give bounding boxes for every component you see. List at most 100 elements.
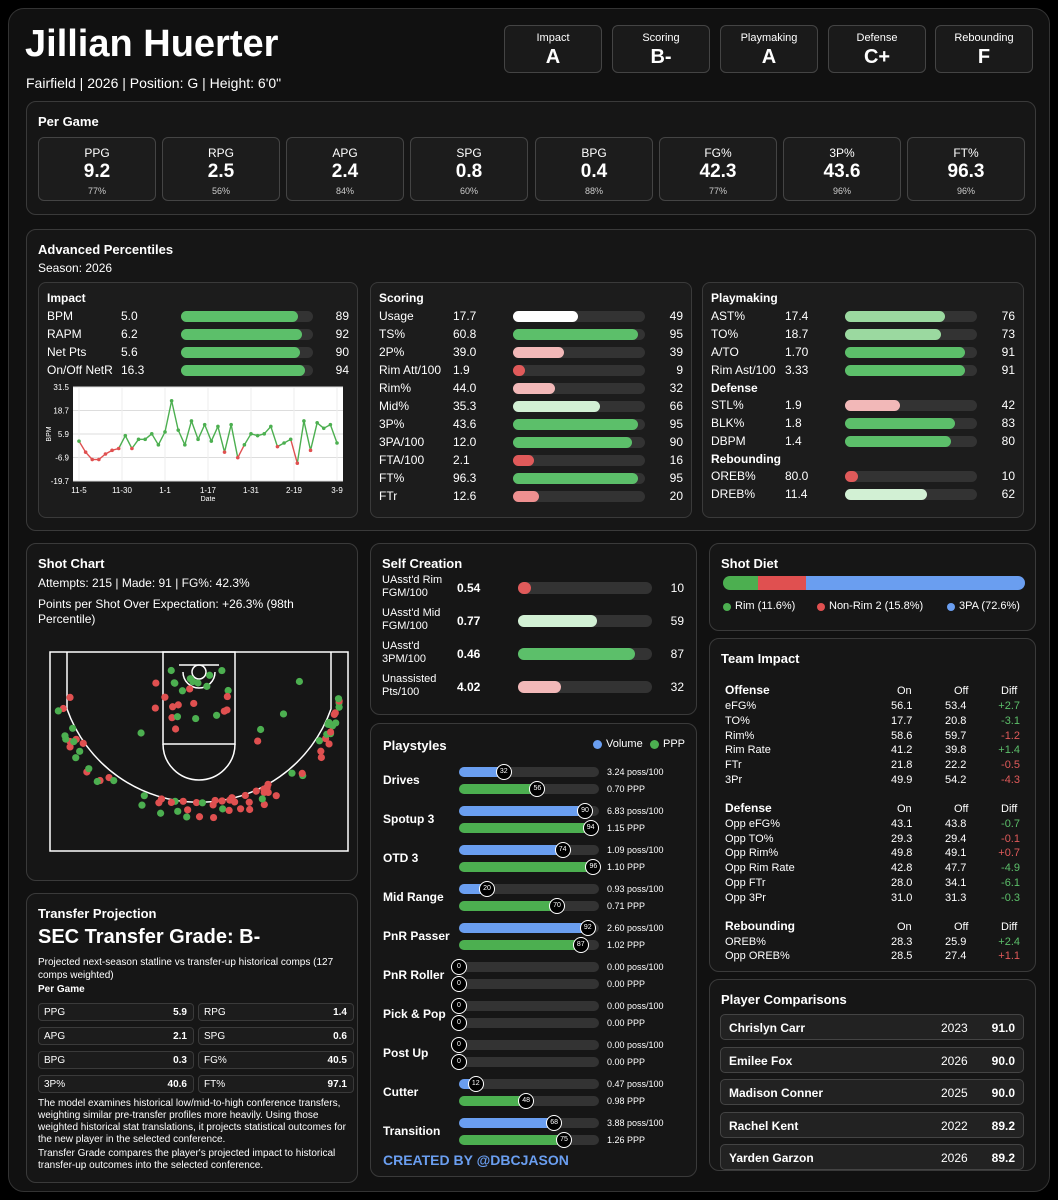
percentile-value: 90 (669, 435, 683, 449)
team-impact-section-title: Defense (725, 800, 772, 815)
stat-value: 42.3 (699, 161, 737, 182)
comparison-row[interactable]: Chrislyn Carr 2023 91.0 (720, 1014, 1024, 1040)
percentile-fill (845, 400, 901, 411)
y-tick-label: 5.9 (58, 430, 70, 439)
bpm-point (222, 450, 227, 454)
percentile-value: 10 (1001, 469, 1015, 483)
team-impact-diff: -4.9 (1001, 862, 1020, 875)
percentile-track (845, 311, 977, 322)
self-creation-track (518, 681, 652, 693)
per-game-card-ppg: PPG 9.2 77% (38, 137, 156, 201)
shot-diet-segment (758, 576, 806, 590)
stat-row-net-pts: Net Pts 5.6 90 (47, 344, 349, 360)
stat-percentile: 96% (956, 186, 975, 196)
advanced-panel: Advanced Percentiles Season: 2026 Impact… (26, 229, 1036, 531)
shot-dot (241, 791, 249, 800)
impact-box: Impact 31.5 18.7 5.9 -6.9 -19.7 11-5 11-30 1-1 1… (38, 282, 358, 518)
shot-dot (168, 714, 176, 722)
shot-dot (203, 682, 211, 690)
bpm-point (295, 461, 300, 465)
team-impact-on: 56.1 (891, 700, 913, 712)
comparison-row[interactable]: Rachel Kent 2022 89.2 (720, 1111, 1024, 1138)
grade-label: Rebounding (954, 32, 1014, 44)
bpm-line-segment (296, 420, 305, 464)
team-impact-col-on: On (897, 920, 912, 933)
playstyle-ppp-text: 0.98 PPP (607, 1096, 646, 1106)
team-impact-off: 53.4 (945, 700, 967, 712)
playstyle-volume-dot: 0 (451, 1037, 467, 1053)
self-creation-name: UAsst'd Mid FGM/100 (382, 607, 441, 632)
playstyle-ppp-track: 48 (459, 1093, 599, 1109)
stat-row-3p-: 3P% 43.6 95 (379, 416, 683, 432)
percentile-fill (845, 347, 966, 358)
playstyle-ppp-track: 0 (451, 1054, 599, 1070)
x-axis-label: Date (201, 496, 216, 503)
comparison-row[interactable]: Yarden Garzon 2026 89.2 (720, 1144, 1024, 1170)
playstyle-name: Drives (383, 773, 420, 787)
transfer-stat-value: 97.1 (327, 1079, 347, 1090)
playstyle-ppp-fill (459, 1135, 564, 1145)
grade-value: A (761, 46, 777, 68)
playstyle-ppp-text: 1.26 PPP (607, 1135, 646, 1145)
team-impact-diff: -4.3 (1001, 774, 1020, 786)
x-tick-label: 2-19 (286, 486, 303, 495)
bpm-point (130, 446, 134, 451)
percentile-track (845, 489, 977, 500)
team-impact-on: 28.0 (891, 877, 913, 889)
percentile-track (513, 419, 645, 430)
comparison-name: Yarden Garzon (729, 1151, 814, 1165)
transfer-note-1: The model examines historical low/mid-to… (38, 1098, 346, 1145)
percentile-track (513, 347, 645, 358)
team-impact-col-diff: Diff (1001, 920, 1018, 933)
stat-value: 39.0 (453, 345, 477, 359)
shot-chart-panel: Shot Chart Attempts: 215 | Made: 91 | FG… (26, 543, 358, 881)
team-impact-col-off: Off (954, 802, 969, 815)
stat-name: BLK% (711, 416, 745, 430)
percentile-fill (845, 329, 942, 340)
shot-dot (330, 710, 338, 719)
stat-name: Rim Ast/100 (711, 363, 776, 377)
team-impact-metric: Opp Rim% (725, 847, 779, 860)
team-impact-off: 22.2 (945, 759, 967, 772)
shot-dot (76, 747, 84, 755)
grade-card-defense: Defense C+ (828, 25, 926, 73)
shot-dot (167, 666, 175, 675)
shot-dot (325, 718, 333, 727)
grade-card-rebounding: Rebounding F (935, 25, 1033, 73)
grade-value: B- (650, 46, 672, 68)
y-axis-label: BPM (46, 426, 53, 441)
percentile-track (513, 329, 645, 340)
bpm-point (97, 457, 101, 462)
transfer-stat-cell: RPG 1.4 (198, 1003, 354, 1021)
bpm-line-segment (131, 438, 140, 449)
shot-diet-legend-label: 3PA (72.6%) (959, 600, 1020, 612)
team-impact-col-diff: Diff (1001, 685, 1018, 697)
playmaking-box: Playmaking Defense Rebounding AST% 17.4 76… (702, 282, 1024, 518)
self-creation-percentile: 32 (670, 680, 684, 694)
stat-name: FTr (379, 489, 398, 503)
credit-link[interactable]: CREATED BY @DBCJASON (383, 1152, 569, 1168)
shot-dot (152, 679, 160, 687)
x-tick-label: 1-31 (243, 486, 260, 495)
team-impact-off: 43.8 (945, 817, 967, 830)
percentile-value: 76 (1001, 309, 1015, 323)
playstyle-volume-text: 2.60 poss/100 (607, 923, 664, 933)
self-creation-name: UAsst'd 3PM/100 (382, 640, 427, 665)
playstyle-ppp-text: 0.71 PPP (607, 901, 646, 911)
stat-value: 3.33 (785, 363, 809, 377)
shot-dot (190, 699, 198, 708)
percentile-value: 80 (1001, 434, 1015, 448)
comparison-row[interactable]: Madison Conner 2025 90.0 (720, 1079, 1024, 1105)
y-tick-label: -19.7 (51, 477, 70, 486)
transfer-stat-cell: BPG 0.3 (38, 1051, 194, 1069)
playstyle-volume-fill (459, 1079, 476, 1089)
shot-dot (170, 679, 178, 687)
playstyle-volume-text: 0.47 poss/100 (607, 1079, 664, 1089)
stat-value: 17.7 (453, 309, 477, 323)
stat-value: 1.8 (785, 416, 802, 430)
per-game-card-rpg: RPG 2.5 56% (162, 137, 280, 201)
free-throw-arc (162, 743, 236, 781)
stat-value: 1.70 (785, 345, 809, 359)
dashboard: Jillian Huerter Fairfield | 2026 | Posit… (8, 8, 1050, 1192)
comparison-row[interactable]: Emilee Fox 2026 90.0 (720, 1046, 1024, 1073)
